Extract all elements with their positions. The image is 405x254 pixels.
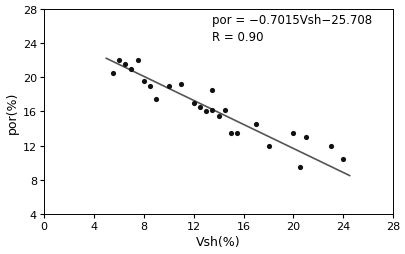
Point	[209, 108, 215, 112]
Point	[196, 106, 202, 110]
Text: por = −0.7015Vsh−25.708: por = −0.7015Vsh−25.708	[212, 14, 371, 27]
Point	[128, 67, 134, 71]
Point	[302, 136, 309, 140]
Point	[227, 131, 234, 135]
Point	[215, 114, 221, 118]
Point	[209, 89, 215, 93]
Point	[122, 63, 128, 67]
Point	[290, 131, 296, 135]
Point	[177, 83, 184, 87]
Point	[327, 144, 333, 148]
Point	[140, 80, 147, 84]
Point	[202, 110, 209, 114]
Point	[339, 157, 346, 161]
Point	[153, 97, 159, 101]
Point	[190, 101, 196, 105]
Point	[296, 166, 302, 170]
X-axis label: Vsh(%): Vsh(%)	[196, 235, 240, 248]
Point	[264, 144, 271, 148]
Point	[221, 108, 228, 112]
Point	[252, 123, 259, 127]
Point	[165, 84, 172, 88]
Point	[146, 84, 153, 88]
Text: R = 0.90: R = 0.90	[212, 31, 263, 44]
Point	[134, 59, 141, 63]
Point	[109, 72, 115, 76]
Point	[234, 131, 240, 135]
Y-axis label: por(%): por(%)	[6, 91, 19, 133]
Point	[115, 59, 122, 63]
